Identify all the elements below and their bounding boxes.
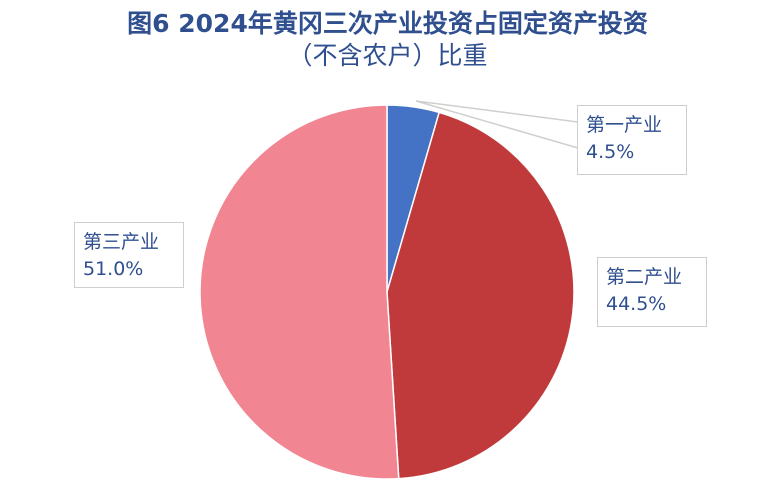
slice-label-secondary: 第二产业 44.5% [597, 257, 707, 327]
slice-label-primary-value: 4.5% [586, 141, 635, 163]
slice-label-tertiary-name: 第三产业 [83, 231, 160, 253]
chart-title-line1: 图6 2024年黄冈三次产业投资占固定资产投资 [127, 9, 648, 38]
slice-label-secondary-value: 44.5% [606, 293, 667, 315]
slice-label-primary: 第一产业 4.5% [577, 105, 687, 175]
slice-label-secondary-name: 第二产业 [606, 266, 683, 288]
pie-slice-secondary [386, 111, 575, 480]
slice-label-tertiary: 第三产业 51.0% [74, 222, 184, 288]
chart-title: 图6 2024年黄冈三次产业投资占固定资产投资 （不含农户）比重 [0, 8, 775, 72]
chart-title-line2: （不含农户）比重 [287, 41, 488, 70]
slice-label-primary-name: 第一产业 [586, 114, 663, 136]
pie-slice-tertiary [199, 104, 400, 480]
slice-label-tertiary-value: 51.0% [83, 258, 144, 280]
pie-slices [199, 104, 575, 480]
